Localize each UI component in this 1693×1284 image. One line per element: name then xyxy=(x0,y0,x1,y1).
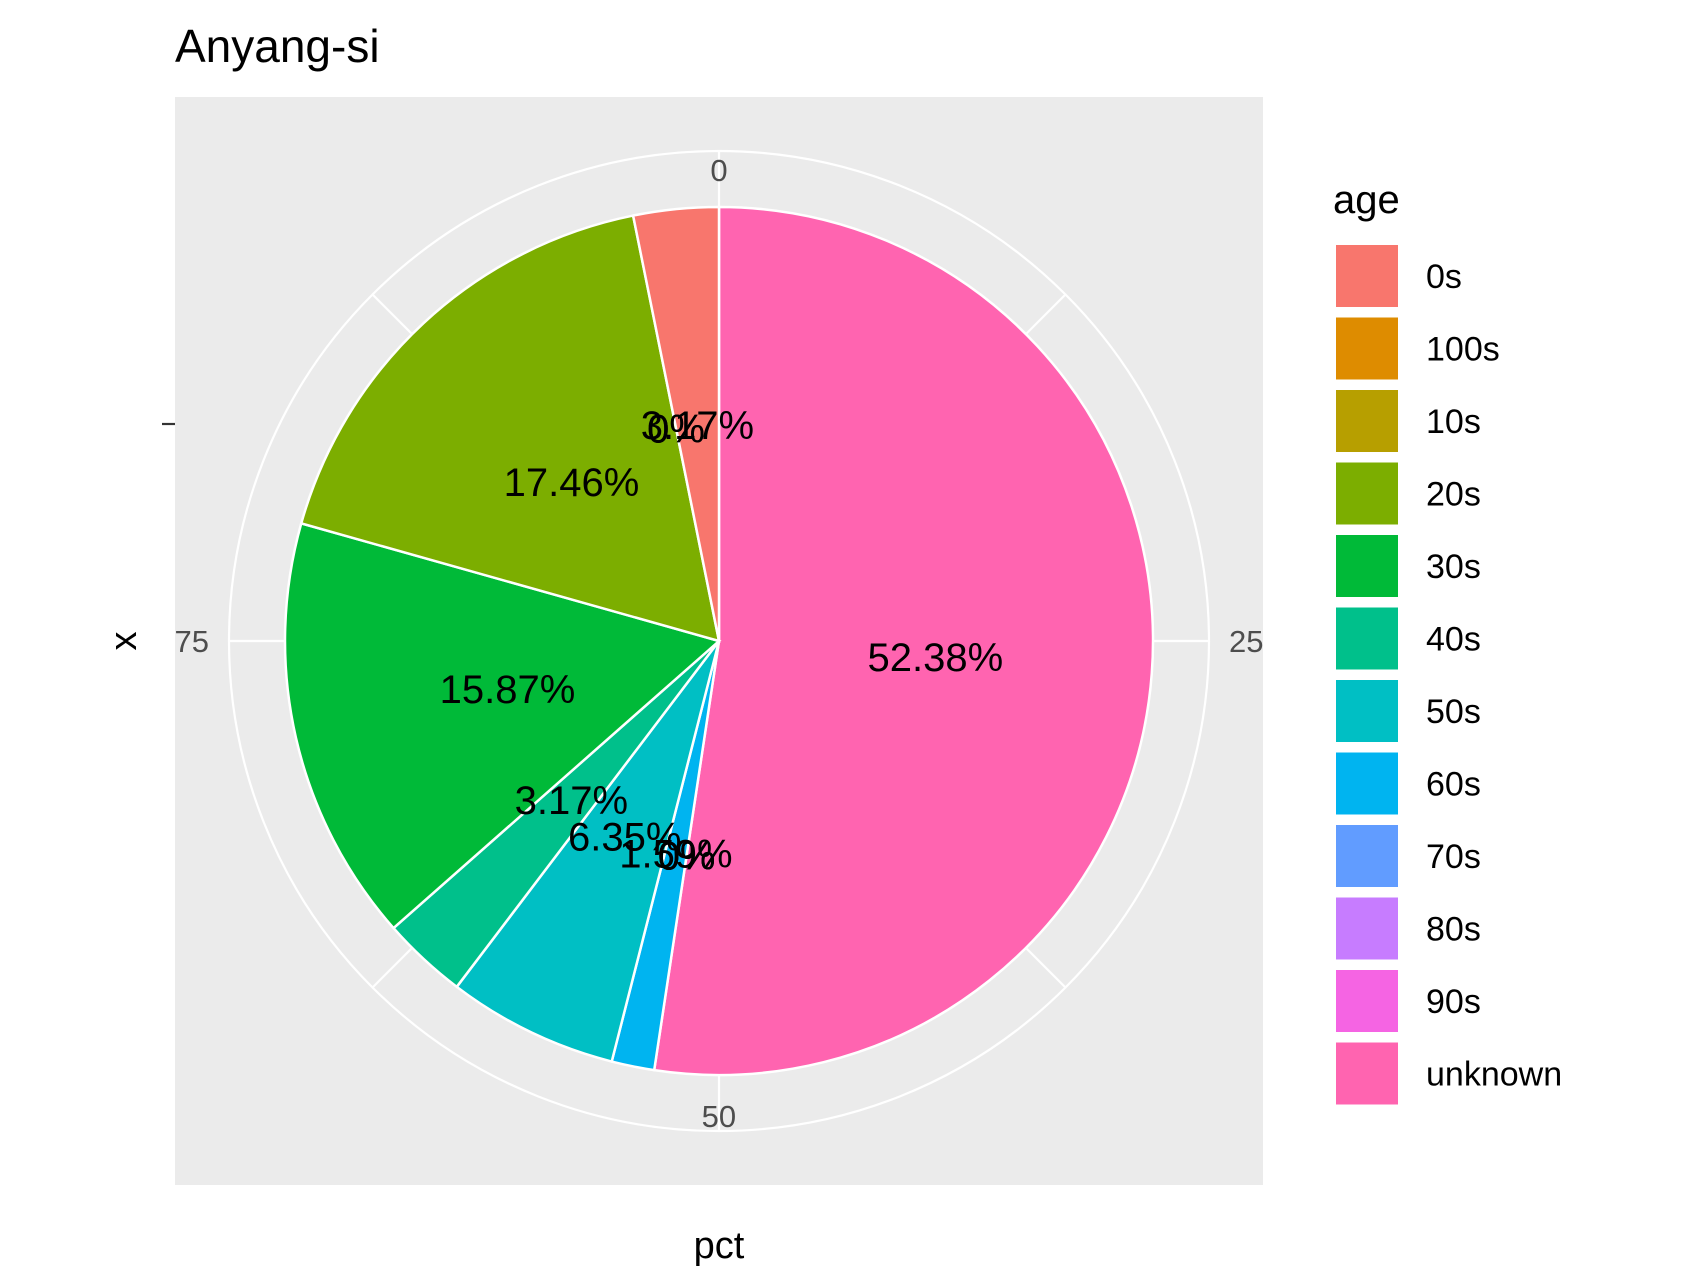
legend-swatch-80s xyxy=(1334,895,1400,962)
legend-swatch-70s xyxy=(1334,823,1400,889)
slice-label-unknown: 52.38% xyxy=(868,636,1004,680)
pie-slice-unknown xyxy=(652,205,1155,1077)
legend-label-90s: 90s xyxy=(1426,983,1481,1021)
legend-label-60s: 60s xyxy=(1426,766,1481,804)
legend-swatch-0s xyxy=(1334,243,1400,309)
pie-slice-20s xyxy=(299,214,721,643)
legend-label-100s: 100s xyxy=(1426,331,1500,369)
legend-label-0s: 0s xyxy=(1426,258,1462,296)
legend-swatch-90s xyxy=(1334,968,1400,1034)
legend-swatch-unknown xyxy=(1334,1040,1400,1107)
theta-tick-label: 75 xyxy=(175,624,209,659)
x-axis-title: pct xyxy=(694,1225,745,1267)
slice-label-30s: 15.87% xyxy=(440,668,576,712)
slice-label-70s: 0% xyxy=(658,835,716,879)
pie-slice-50s xyxy=(455,640,721,1064)
theta-tick-label: 25 xyxy=(1229,624,1263,659)
theta-tick-label: 50 xyxy=(702,1099,736,1134)
slice-label-10s: 0% xyxy=(647,407,705,451)
slice-label-50s: 6.35% xyxy=(568,815,681,859)
legend-label-50s: 50s xyxy=(1426,693,1481,731)
legend-label-70s: 70s xyxy=(1426,838,1481,876)
legend-swatch-60s xyxy=(1334,750,1400,817)
pie-slice-0s xyxy=(631,205,721,642)
legend-label-20s: 20s xyxy=(1426,476,1481,514)
slice-label-20s: 17.46% xyxy=(504,461,640,505)
legend-swatch-10s xyxy=(1334,388,1400,454)
legend-label-10s: 10s xyxy=(1426,403,1481,441)
legend: age 0s 100s 10s 20s 30s 40s 50s 60s 70s 80s 90s unk… xyxy=(1333,178,1562,1107)
slice-labels: 52.38%0%0%0%1.59%6.35%3.17%15.87%17.46%0… xyxy=(440,404,1004,878)
pie-slice-30s xyxy=(283,521,722,930)
slice-label-40s: 3.17% xyxy=(515,779,628,823)
legend-label-unknown: unknown xyxy=(1426,1056,1562,1094)
legend-swatch-40s xyxy=(1334,605,1400,672)
legend-swatch-100s xyxy=(1334,315,1400,382)
legend-swatch-20s xyxy=(1334,460,1400,527)
pie-slices xyxy=(283,205,1155,1077)
legend-swatch-50s xyxy=(1334,678,1400,744)
legend-label-40s: 40s xyxy=(1426,621,1481,659)
legend-swatch-30s xyxy=(1334,533,1400,599)
slice-label-80s: 0% xyxy=(658,835,716,879)
slice-label-60s: 1.59% xyxy=(619,833,732,877)
theta-tick-label: 0 xyxy=(710,153,727,188)
slice-label-90s: 0% xyxy=(658,835,716,879)
legend-label-30s: 30s xyxy=(1426,548,1481,586)
legend-label-80s: 80s xyxy=(1426,911,1481,949)
grid-circle xyxy=(227,149,1211,1133)
slice-label-0s: 3.17% xyxy=(641,404,754,448)
legend-title: age xyxy=(1333,178,1400,222)
slice-label-100s: 0% xyxy=(647,407,705,451)
y-axis-title: x xyxy=(103,632,145,651)
theta-tick-labels: 0 25 50 75 xyxy=(175,153,1264,1134)
chart-title: Anyang-si xyxy=(175,20,380,72)
